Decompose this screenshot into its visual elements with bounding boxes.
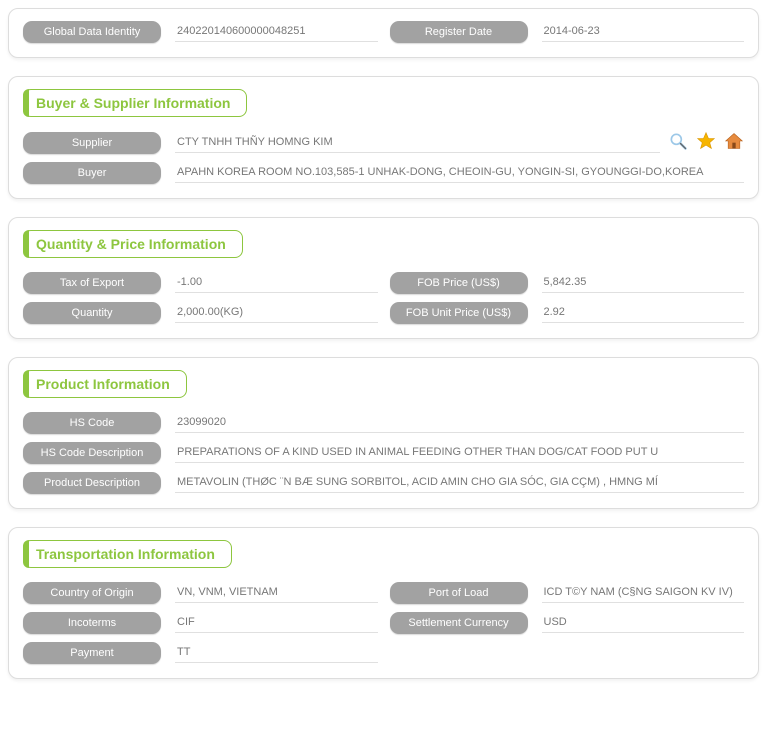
- tax-of-export-value: -1.00: [175, 273, 378, 293]
- quantity-label: Quantity: [23, 302, 161, 324]
- register-date-label: Register Date: [390, 21, 528, 43]
- port-of-load-value: ICD T©Y NAM (C§NG SAIGON KV IV): [542, 583, 745, 603]
- global-data-identity-value: 240220140600000048251: [175, 22, 378, 42]
- product-title: Product Information: [23, 370, 187, 398]
- buyer-label: Buyer: [23, 162, 161, 184]
- product-card: Product Information HS Code 23099020 HS …: [8, 357, 759, 509]
- supplier-label: Supplier: [23, 132, 161, 154]
- header-card: Global Data Identity 2402201406000000482…: [8, 8, 759, 58]
- fob-unit-price-value: 2.92: [542, 303, 745, 323]
- incoterms-value: CIF: [175, 613, 378, 633]
- global-data-identity-label: Global Data Identity: [23, 21, 161, 43]
- buyer-supplier-card: Buyer & Supplier Information Supplier CT…: [8, 76, 759, 199]
- quantity-value: 2,000.00(KG): [175, 303, 378, 323]
- hs-code-desc-label: HS Code Description: [23, 442, 161, 464]
- buyer-value: APAHN KOREA ROOM NO.103,585-1 UNHAK-DONG…: [175, 163, 744, 183]
- supplier-value: CTY TNHH THÑY HOMNG KIM: [175, 133, 660, 153]
- fob-price-value: 5,842.35: [542, 273, 745, 293]
- register-date-value: 2014-06-23: [542, 22, 745, 42]
- magnify-icon[interactable]: [668, 131, 688, 154]
- settlement-currency-value: USD: [542, 613, 745, 633]
- tax-of-export-label: Tax of Export: [23, 272, 161, 294]
- hs-code-desc-value: PREPARATIONS OF A KIND USED IN ANIMAL FE…: [175, 443, 744, 463]
- payment-label: Payment: [23, 642, 161, 664]
- transport-card: Transportation Information Country of Or…: [8, 527, 759, 679]
- fob-unit-price-label: FOB Unit Price (US$): [390, 302, 528, 324]
- port-of-load-label: Port of Load: [390, 582, 528, 604]
- hs-code-label: HS Code: [23, 412, 161, 434]
- country-of-origin-value: VN, VNM, VIETNAM: [175, 583, 378, 603]
- settlement-currency-label: Settlement Currency: [390, 612, 528, 634]
- incoterms-label: Incoterms: [23, 612, 161, 634]
- quantity-price-title: Quantity & Price Information: [23, 230, 243, 258]
- payment-value: TT: [175, 643, 378, 663]
- quantity-price-card: Quantity & Price Information Tax of Expo…: [8, 217, 759, 339]
- country-of-origin-label: Country of Origin: [23, 582, 161, 604]
- supplier-action-icons: [668, 131, 744, 154]
- hs-code-value: 23099020: [175, 413, 744, 433]
- product-desc-value: METAVOLIN (THØC ¨N BÆ SUNG SORBITOL, ACI…: [175, 473, 744, 493]
- fob-price-label: FOB Price (US$): [390, 272, 528, 294]
- star-icon[interactable]: [696, 131, 716, 154]
- buyer-supplier-title: Buyer & Supplier Information: [23, 89, 247, 117]
- product-desc-label: Product Description: [23, 472, 161, 494]
- transport-title: Transportation Information: [23, 540, 232, 568]
- home-icon[interactable]: [724, 131, 744, 154]
